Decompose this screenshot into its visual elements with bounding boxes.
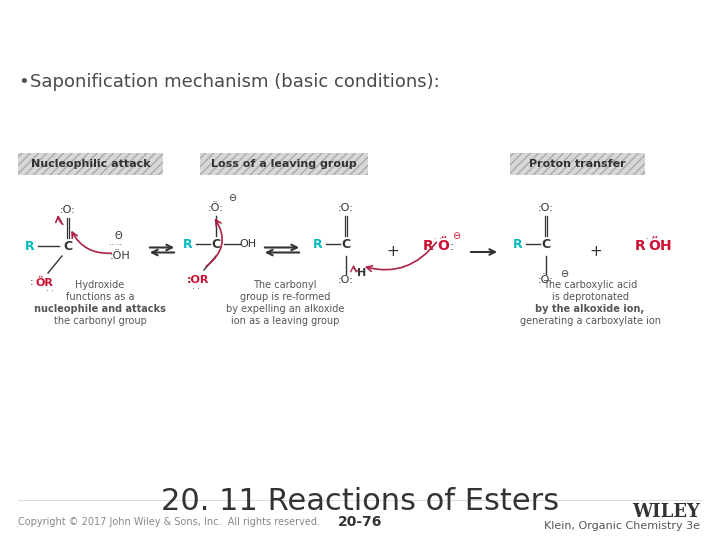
Text: generating a carboxylate ion: generating a carboxylate ion (520, 316, 660, 326)
Text: Proton transfer: Proton transfer (529, 159, 626, 169)
Text: C: C (341, 238, 351, 251)
Text: 20. 11 Reactions of Esters: 20. 11 Reactions of Esters (161, 488, 559, 516)
Text: The carboxylic acid: The carboxylic acid (543, 280, 637, 290)
Text: Loss of a leaving group: Loss of a leaving group (211, 159, 357, 169)
Text: :ÖH: :ÖH (109, 251, 130, 261)
Text: group is re-formed: group is re-formed (240, 292, 330, 302)
Text: +: + (387, 245, 400, 260)
Text: C: C (212, 238, 220, 251)
Text: :: : (450, 240, 454, 253)
Text: 20-76: 20-76 (338, 515, 382, 529)
Text: •: • (18, 73, 29, 91)
Text: H: H (357, 268, 366, 278)
Text: :OR: :OR (186, 275, 210, 285)
Text: R: R (513, 238, 523, 251)
Text: Copyright © 2017 John Wiley & Sons, Inc.  All rights reserved.: Copyright © 2017 John Wiley & Sons, Inc.… (18, 517, 320, 527)
FancyBboxPatch shape (510, 153, 645, 175)
Text: +: + (590, 245, 603, 260)
Text: :Ö:: :Ö: (538, 275, 554, 285)
Text: · ·: · · (646, 235, 654, 245)
Text: R: R (313, 238, 323, 251)
Text: Ö: Ö (648, 239, 660, 253)
FancyBboxPatch shape (18, 153, 163, 175)
Text: · ·: · · (192, 286, 200, 294)
Text: :O:: :O: (338, 275, 354, 285)
Text: Ö: Ö (437, 239, 449, 253)
Text: functions as a: functions as a (66, 292, 134, 302)
Text: :O:: :O: (538, 203, 554, 213)
Text: the carbonyl group: the carbonyl group (53, 316, 146, 326)
Text: ion as a leaving group: ion as a leaving group (231, 316, 339, 326)
Text: OH: OH (240, 239, 256, 249)
Text: · ·: · · (46, 287, 54, 296)
Text: :O:: :O: (60, 205, 76, 215)
Text: is deprotonated: is deprotonated (552, 292, 629, 302)
Text: by expelling an alkoxide: by expelling an alkoxide (226, 304, 344, 314)
Text: :Ö:: :Ö: (208, 203, 224, 213)
Text: ÖR: ÖR (35, 278, 53, 288)
Text: R: R (634, 239, 645, 253)
Text: R: R (25, 240, 35, 253)
Text: by the alkoxide ion,: by the alkoxide ion, (536, 304, 644, 314)
Text: Nucleophilic attack: Nucleophilic attack (31, 159, 150, 169)
Text: H: H (660, 239, 672, 253)
Text: :: : (30, 277, 34, 287)
Text: · ·: · · (434, 235, 442, 245)
Text: nucleophile and attacks: nucleophile and attacks (34, 304, 166, 314)
Text: Saponification mechanism (basic conditions):: Saponification mechanism (basic conditio… (30, 73, 440, 91)
Text: ⊖: ⊖ (560, 269, 568, 279)
Text: Klein, Organic Chemistry 3e: Klein, Organic Chemistry 3e (544, 521, 700, 531)
Text: Hydroxide: Hydroxide (76, 280, 125, 290)
Text: ⊖: ⊖ (228, 193, 236, 203)
Text: ·· ··: ·· ·· (109, 241, 122, 251)
Text: R: R (423, 239, 433, 253)
Text: C: C (63, 240, 73, 253)
Text: R: R (183, 238, 193, 251)
Text: :O:: :O: (338, 203, 354, 213)
Text: The carbonyl: The carbonyl (253, 280, 317, 290)
Text: ⊖: ⊖ (452, 231, 460, 241)
Text: WILEY: WILEY (632, 503, 700, 521)
Text: C: C (541, 238, 551, 251)
Text: Θ: Θ (114, 231, 122, 241)
FancyBboxPatch shape (200, 153, 368, 175)
